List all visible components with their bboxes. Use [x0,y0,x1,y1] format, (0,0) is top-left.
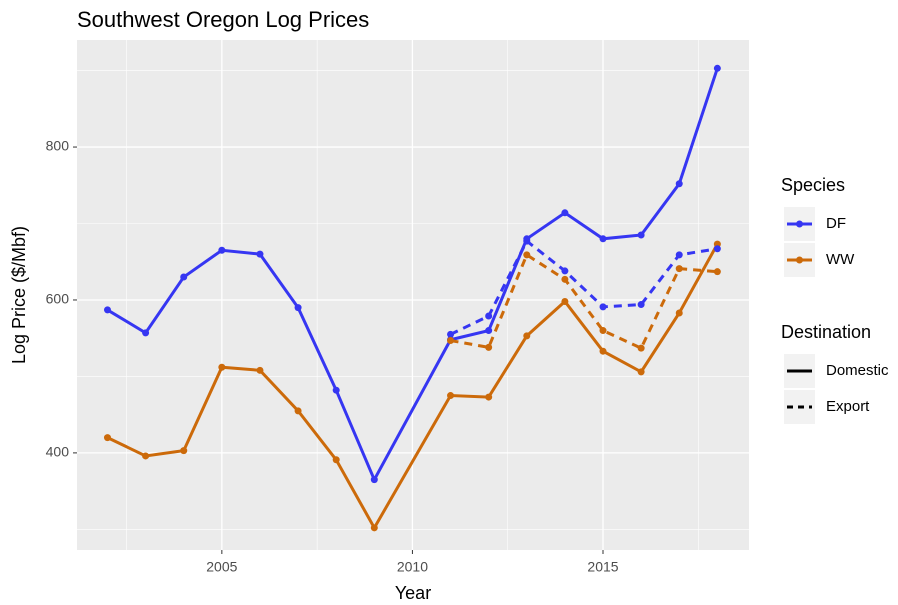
point [370,476,378,484]
point [599,347,607,355]
point [637,231,645,239]
point [485,327,493,335]
point [370,524,378,532]
point [675,265,683,273]
point [180,447,188,455]
point [256,250,264,258]
legend-label: DF [826,215,846,232]
point [599,327,607,335]
point [675,180,683,188]
point [447,330,455,338]
y-tick-label: 800 [46,138,70,154]
legend-point [796,256,803,264]
point [637,301,645,309]
x-axis-title: Year [395,583,431,603]
legend-label: Export [826,398,870,415]
point [523,332,531,340]
point [561,209,569,217]
point [637,344,645,352]
legend-point [796,220,803,228]
point [485,343,493,351]
legend-title: Species [781,175,845,195]
point [332,456,340,464]
y-tick-label: 600 [46,291,70,307]
legend-label: WW [826,251,855,268]
point [218,246,226,254]
line [106,67,719,484]
point [561,275,569,283]
point [142,452,150,460]
point [713,268,721,276]
line [449,238,718,336]
point [485,312,493,320]
point [561,267,569,275]
x-tick-label: 2005 [206,559,237,575]
legend-label: Domestic [826,362,889,379]
point [256,366,264,374]
y-tick-label: 400 [46,444,70,460]
point [103,306,111,314]
point [447,336,455,344]
line [450,252,718,351]
point [599,303,607,311]
point [523,237,531,245]
point [713,245,721,253]
point [713,64,721,72]
point [599,235,607,243]
point [485,393,493,401]
point [675,309,683,317]
point [523,251,531,259]
point [637,368,645,376]
point [294,407,302,415]
point [561,297,569,305]
line [106,243,719,531]
x-tick-label: 2015 [587,559,618,575]
point [447,392,455,400]
chart-title: Southwest Oregon Log Prices [77,7,369,32]
y-axis-title: Log Price ($/Mbf) [9,226,29,364]
x-tick-label: 2010 [397,559,428,575]
legend-title: Destination [781,322,871,342]
point [142,329,150,337]
point [294,304,302,312]
point [675,251,683,259]
point [103,434,111,442]
point [218,363,226,371]
point [180,273,188,281]
point [332,386,340,394]
